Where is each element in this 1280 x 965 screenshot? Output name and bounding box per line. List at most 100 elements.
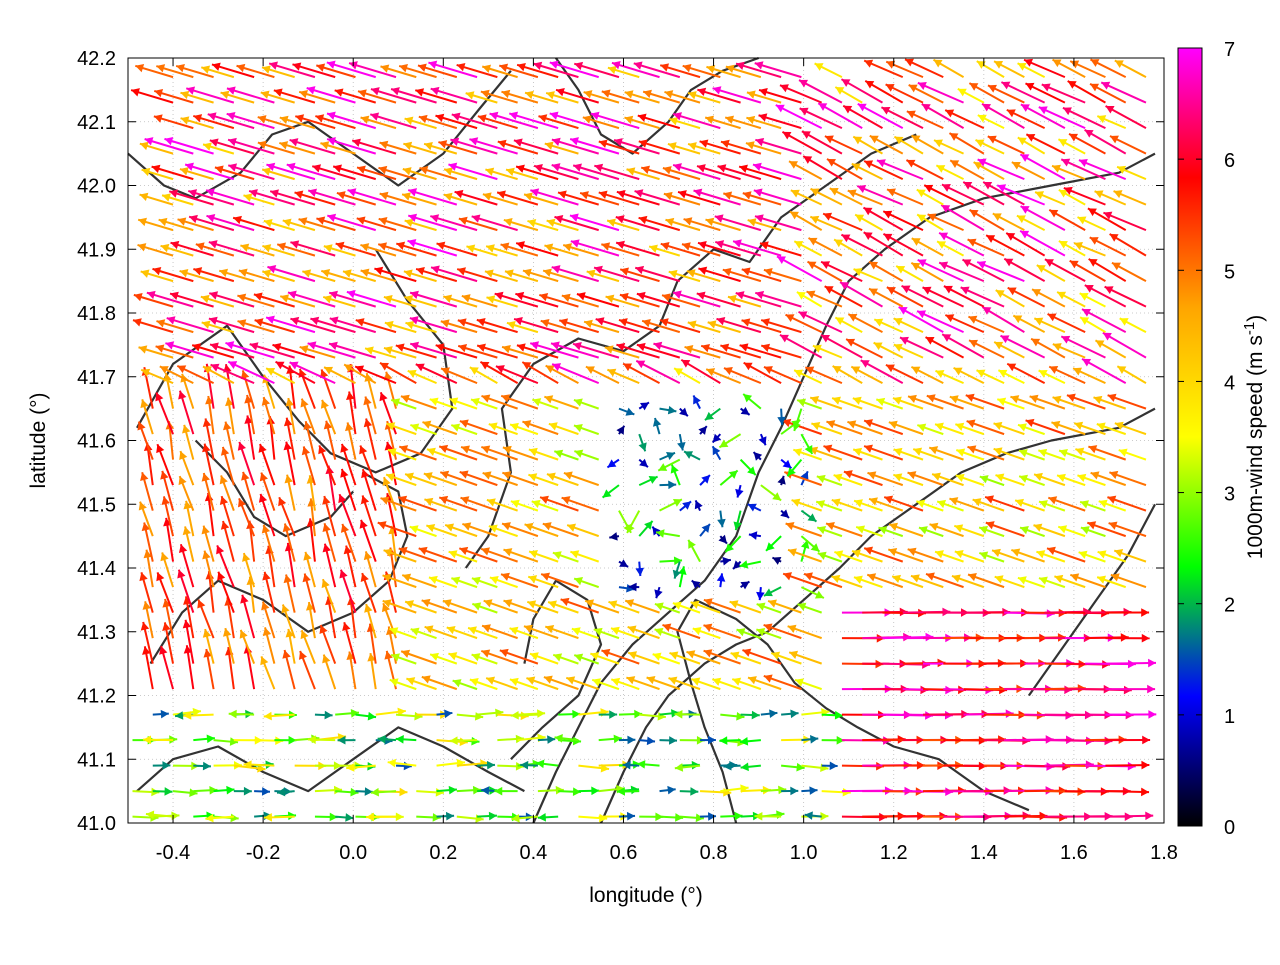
y-axis-label: latitude (°) (27, 393, 50, 489)
wind-vector-head (708, 812, 716, 821)
wind-vector-head (303, 552, 311, 561)
wind-vector-head (777, 476, 785, 485)
wind-vector-head (635, 568, 644, 576)
y-tick-label: 41.1 (77, 749, 116, 771)
wind-vector-head (1142, 634, 1150, 643)
wind-vector-head (450, 736, 458, 745)
y-tick-label: 42.0 (77, 176, 116, 198)
wind-vector-head (223, 628, 231, 637)
wind-vector-head (843, 788, 851, 797)
wind-vector-head (735, 489, 743, 498)
wind-vector-head (223, 422, 231, 431)
wind-vector-head (202, 526, 210, 535)
terrain-contour (556, 58, 759, 154)
wind-vector-head (262, 572, 270, 581)
wind-vector-head (790, 787, 798, 796)
wind-vector-head (1142, 736, 1150, 745)
wind-vector-head (414, 712, 422, 721)
wind-vector-head (221, 521, 229, 530)
wind-vector-head (221, 447, 229, 456)
wind-vector-head (241, 472, 249, 481)
wind-vector-head (591, 787, 599, 796)
wind-vector-head (277, 788, 285, 797)
wind-vector-head (778, 786, 786, 795)
wind-vector-head (740, 560, 749, 568)
wind-vector-head (365, 787, 373, 796)
wind-vector-head (230, 814, 238, 823)
wind-vector-head (705, 412, 714, 420)
wind-vector-head (446, 812, 454, 821)
wind-vector-head (830, 761, 838, 770)
wind-vector-head (769, 709, 777, 718)
wind-vector-head (334, 786, 342, 795)
y-tick-label: 41.5 (77, 494, 116, 516)
x-tick-label: 1.8 (1150, 842, 1178, 864)
wind-vector-head (342, 622, 350, 631)
x-tick-label: 0.8 (700, 842, 728, 864)
wind-vector-head (631, 786, 639, 795)
x-axis-label: longitude (°) (589, 884, 702, 907)
x-tick-label: 1.4 (970, 842, 998, 864)
wind-vector-head (141, 622, 149, 631)
terrain-contour (137, 249, 452, 472)
y-tick-label: 42.1 (77, 112, 116, 134)
colorbar-tick-label: 6 (1224, 150, 1235, 172)
wind-vector-head (1141, 608, 1149, 617)
colorbar-label-sup: -1 (1241, 322, 1258, 335)
wind-vector-head (736, 712, 744, 721)
wind-vector-head (189, 788, 197, 797)
colorbar-tick-label: 0 (1224, 817, 1235, 839)
wind-vector-head (183, 526, 191, 535)
wind-vector-head (1006, 709, 1014, 718)
wind-vector-head (599, 814, 607, 823)
y-tick-label: 42.2 (77, 48, 116, 70)
colorbar-label: 1000m-wind speed (m s-1) (1241, 315, 1267, 559)
wind-vector-head (263, 627, 271, 636)
wind-vector-head (262, 787, 270, 796)
wind-vector-head (481, 786, 489, 795)
wind-vector-head (226, 786, 234, 795)
wind-vector-head (302, 446, 310, 455)
wind-vector-head (366, 813, 374, 822)
y-tick-label: 41.3 (77, 622, 116, 644)
colorbar-tick-label: 7 (1224, 39, 1235, 61)
wind-vector-head (487, 761, 495, 770)
x-tick-label: 1.2 (880, 842, 908, 864)
y-tick-label: 41.0 (77, 813, 116, 835)
wind-vector-head (322, 496, 330, 505)
y-tick-label: 41.2 (77, 686, 116, 708)
x-tick-label: 0.6 (610, 842, 638, 864)
wind-vector-head (718, 535, 726, 544)
wind-vector-head (1148, 710, 1156, 719)
wind-vector-head (520, 761, 528, 770)
colorbar-tick-label: 2 (1224, 595, 1235, 617)
wind-vector-head (240, 595, 248, 604)
x-tick-label: -0.4 (156, 842, 190, 864)
wind-vector-head (653, 418, 661, 427)
x-tick-label: 0.4 (519, 842, 547, 864)
wind-vector-head (230, 737, 238, 746)
colorbar-tick-label: 3 (1224, 484, 1235, 506)
y-tick-label: 41.7 (77, 367, 116, 389)
wind-vector-head (436, 788, 444, 797)
wind-vector-head (489, 812, 497, 821)
wind-vector-head (399, 788, 407, 797)
wind-vector-head (547, 735, 555, 744)
wind-vector-head (723, 762, 731, 771)
wind-vector-head (143, 735, 151, 744)
colorbar-label-end: ) (1244, 315, 1267, 322)
wind-vector-head (722, 557, 730, 566)
x-tick-label: 0.2 (429, 842, 457, 864)
wind-vector-head (203, 762, 211, 771)
wind-vector-head (790, 709, 798, 718)
colorbar-tick-label: 4 (1224, 372, 1235, 394)
wind-vector-head (350, 788, 358, 797)
wind-vector-head (396, 812, 404, 821)
wind-vector-head (690, 787, 698, 796)
wind-vector-head (202, 473, 210, 482)
wind-vector-head (264, 712, 272, 721)
y-tick-label: 41.4 (77, 558, 116, 580)
wind-vector-head (808, 513, 817, 521)
wind-vector-head (809, 786, 817, 795)
